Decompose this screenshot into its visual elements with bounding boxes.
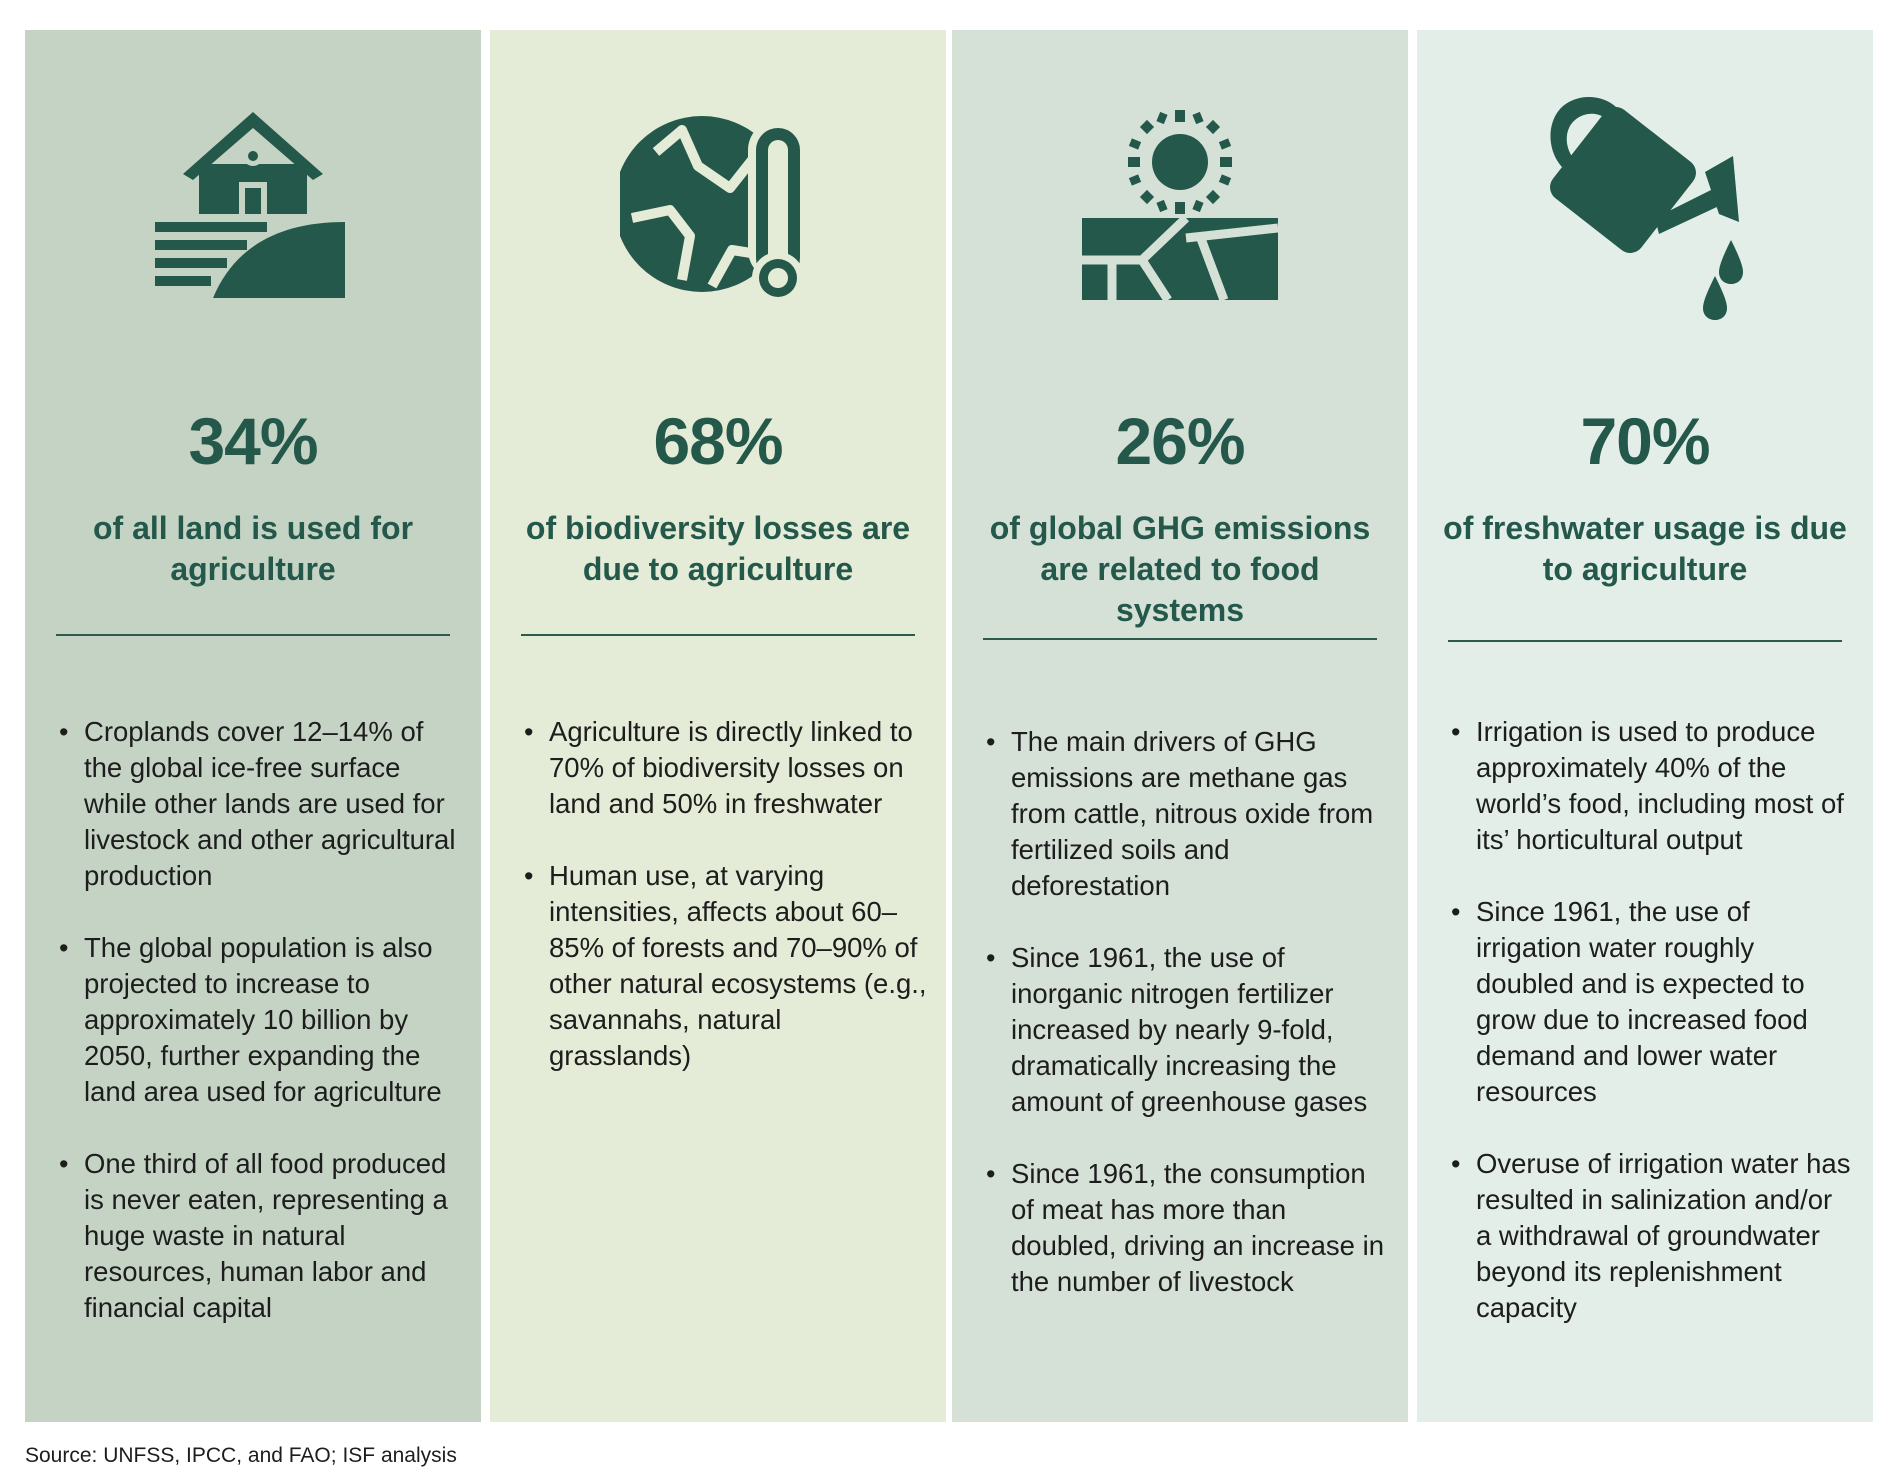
freshwater-panel: 70% of freshwater usage is due to agricu… [1417,30,1873,1422]
divider [521,634,915,636]
emissions-bullet-list: • The main drivers of GHG emissions are m… [984,724,1390,1336]
land-stat: 34% [188,404,318,478]
biodiversity-bullet-list: • Agriculture is directly linked to 70% o… [522,714,928,1110]
land-bullet-list: • Croplands cover 12–14% of the global ic… [57,714,463,1362]
list-item: • Overuse of irrigation water has resulte… [1451,1148,1851,1323]
list-item: • One third of all food produced is never… [59,1148,448,1323]
list-item: • The global population is also projected… [59,932,442,1107]
divider [983,638,1377,640]
emissions-panel: 26% of global GHG emissions are related … [952,30,1408,1422]
list-item: • Human use, at varying intensities, affe… [524,860,927,1071]
list-item: • Since 1961, the use of inorganic nitrog… [986,942,1368,1117]
list-item: • Irrigation is used to produce approxima… [1451,716,1844,855]
land-use-panel: 34% of all land is used for agriculture … [25,30,481,1422]
emissions-stat: 26% [1115,404,1245,478]
emissions-caption: of global GHG emissions are related to f… [989,510,1371,628]
land-caption: of all land is used for agriculture [92,510,414,587]
divider [1448,640,1842,642]
farm-barn-icon [25,110,481,350]
freshwater-stat: 70% [1580,404,1710,478]
source-note: Source: UNFSS, IPCC, and FAO; ISF analys… [25,1444,457,1467]
list-item: • Agriculture is directly linked to 70% o… [524,716,913,819]
globe-thermometer-icon [490,110,946,350]
freshwater-caption: of freshwater usage is due to agricultur… [1443,510,1847,587]
list-item: • Croplands cover 12–14% of the global ic… [59,716,456,891]
list-item: • The main drivers of GHG emissions are m… [986,726,1374,901]
biodiversity-caption: of biodiversity losses are due to agricu… [525,510,911,587]
divider [56,634,450,636]
list-item: • Since 1961, the use of irrigation water… [1451,896,1808,1107]
biodiversity-panel: 68% of biodiversity losses are due to ag… [490,30,946,1422]
sun-cracked-earth-icon [952,110,1408,350]
list-item: • Since 1961, the consumption of meat has… [986,1158,1385,1297]
watering-can-icon [1417,94,1873,334]
biodiversity-stat: 68% [653,404,783,478]
freshwater-bullet-list: • Irrigation is used to produce approxima… [1449,714,1855,1362]
